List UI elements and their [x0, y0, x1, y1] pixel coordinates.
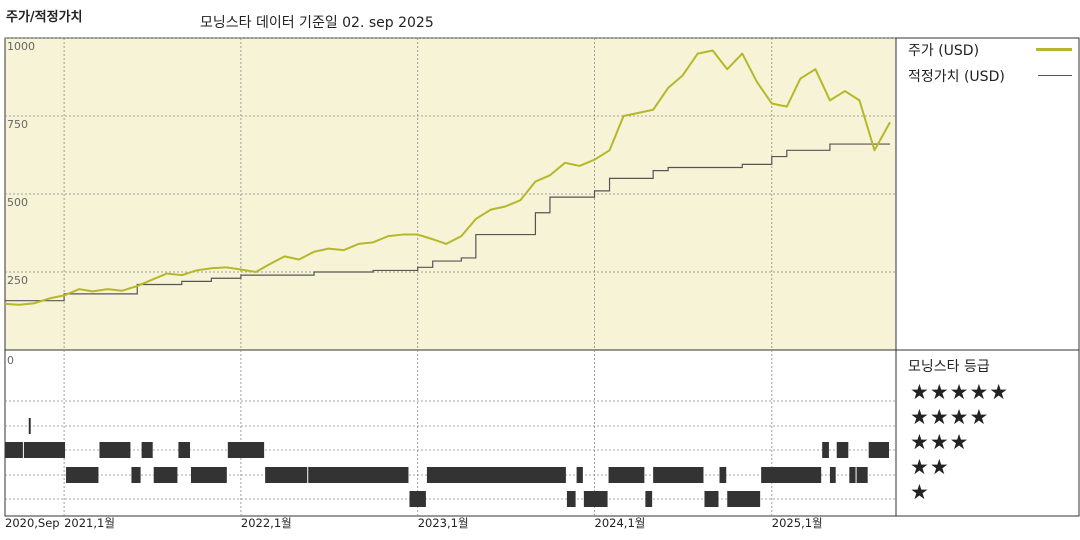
rating-bar-2-star	[191, 467, 227, 483]
stars-5-label: ★★★★★	[910, 380, 1010, 404]
rating-bar-2-star	[856, 467, 868, 483]
rating-bar-2-star	[308, 467, 409, 483]
rating-bar-3-star	[23, 442, 66, 458]
rating-bar-2-star	[576, 467, 583, 483]
rating-bar-1-star	[583, 491, 608, 507]
x-tick-label: 2023,1월	[418, 516, 469, 530]
rating-bar-3-star	[836, 442, 849, 458]
rating-bar-3-star	[141, 442, 153, 458]
rating-bar-2-star	[829, 467, 836, 483]
data-date-subtitle: 모닝스타 데이터 기준일 02. sep 2025	[200, 15, 434, 31]
rating-bar-1-star	[645, 491, 653, 507]
stars-1-label: ★	[910, 480, 930, 504]
legend-fair-value-label: 적정가치 (USD)	[908, 69, 1005, 85]
rating-bar-2-star	[153, 467, 178, 483]
rating-bar-4-star	[28, 418, 31, 434]
stars-3-label: ★★★	[910, 430, 970, 454]
legend-price-label: 주가 (USD)	[908, 43, 980, 59]
x-tick-label: 2025,1월	[772, 516, 823, 530]
fair-value-line	[5, 143, 890, 302]
price-line	[4, 49, 891, 306]
rating-bar-2-star	[653, 467, 704, 483]
x-tick-label: 2020,Sep	[5, 516, 60, 530]
rating-bar-3-star	[99, 442, 131, 458]
rating-bar-2-star	[608, 467, 645, 483]
stars-2-label: ★★	[910, 455, 950, 479]
rating-bar-2-star	[849, 467, 856, 483]
y-tick-label: 500	[7, 196, 28, 209]
rating-bar-2-star	[761, 467, 822, 483]
y-tick-label: 750	[7, 118, 28, 131]
x-tick-label: 2021,1월	[64, 516, 115, 530]
rating-bar-2-star	[131, 467, 141, 483]
rating-bar-1-star	[704, 491, 719, 507]
rating-bar-3-star	[822, 442, 829, 458]
rating-bar-3-star	[5, 442, 23, 458]
rating-bar-1-star	[566, 491, 576, 507]
rating-bar-3-star	[178, 442, 191, 458]
legend-price-swatch	[1036, 48, 1072, 51]
y-tick-label: 250	[7, 274, 28, 287]
stars-4-label: ★★★★	[910, 405, 990, 429]
x-tick-label: 2022,1월	[241, 516, 292, 530]
x-tick-label: 2024,1월	[595, 516, 646, 530]
chart-title: 주가/적정가치	[6, 10, 83, 25]
rating-bar-2-star	[66, 467, 99, 483]
rating-y-tick-label: 0	[7, 354, 14, 367]
rating-bar-2-star	[265, 467, 308, 483]
y-tick-label: 1000	[7, 40, 35, 53]
rating-bar-1-star	[409, 491, 426, 507]
rating-legend-title: 모닝스타 등급	[908, 359, 990, 375]
rating-bar-3-star	[868, 442, 889, 458]
legend-fair-value-swatch	[1038, 75, 1072, 76]
rating-bar-3-star	[227, 442, 265, 458]
rating-bar-1-star	[727, 491, 761, 507]
rating-bar-2-star	[426, 467, 566, 483]
rating-bar-2-star	[719, 467, 727, 483]
